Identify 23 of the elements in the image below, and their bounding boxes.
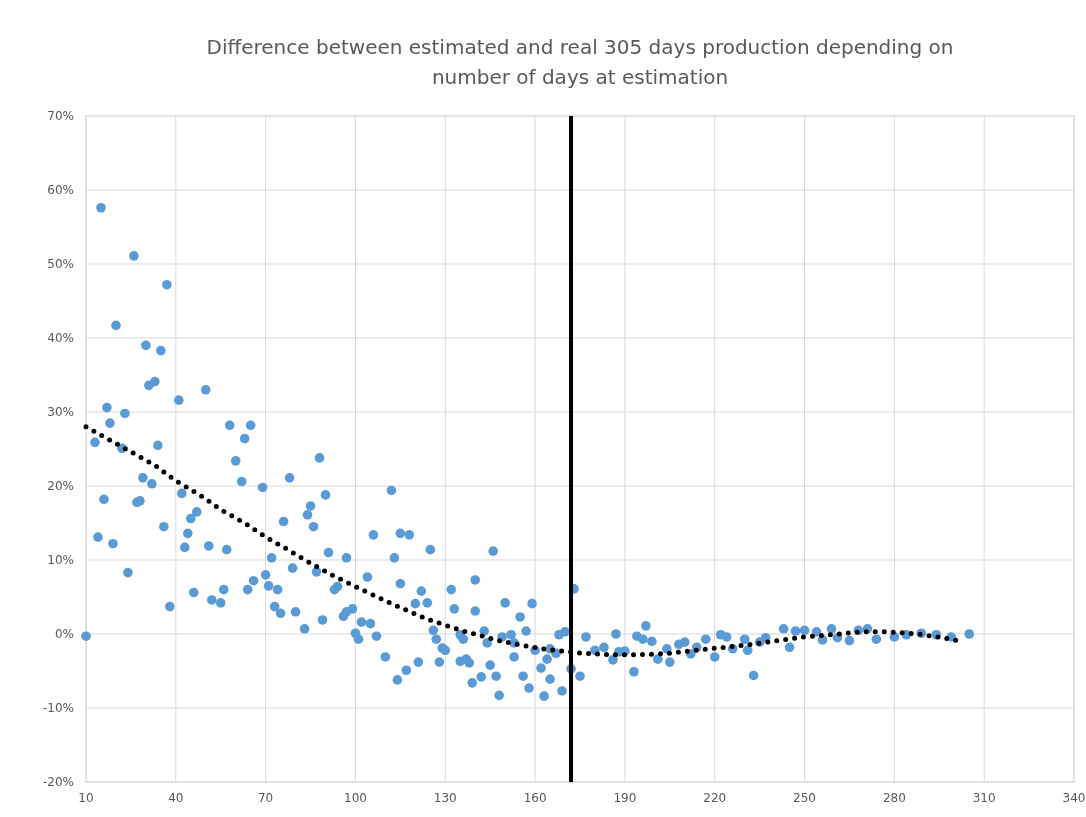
y-tick-label: 20% — [47, 479, 74, 494]
y-tick-label: -20% — [42, 775, 74, 790]
y-tick-label: 0% — [54, 627, 74, 642]
x-tick-label: 70 — [258, 791, 274, 805]
y-tick-label: 10% — [47, 553, 74, 568]
x-tick-label: 160 — [523, 791, 547, 805]
x-tick-label: 130 — [433, 791, 457, 805]
y-tick-label: 70% — [47, 109, 74, 124]
x-tick-label: 190 — [613, 791, 637, 805]
x-tick-label: 340 — [1062, 791, 1086, 805]
x-tick-label: 250 — [793, 791, 816, 805]
x-tick-label: 220 — [703, 791, 727, 805]
y-tick-label: 40% — [47, 331, 74, 346]
y-tick-label: -10% — [42, 701, 74, 716]
x-tick-label: 100 — [344, 791, 367, 805]
y-tick-label: 50% — [47, 257, 74, 272]
chart-title: Difference between estimated and real 305 days production depending on number of days at estimation — [206, 35, 954, 89]
x-tick-label: 310 — [972, 791, 996, 805]
x-tick-label: 280 — [882, 791, 906, 805]
x-tick-label: 40 — [168, 791, 184, 805]
y-tick-label: 60% — [47, 183, 74, 198]
y-tick-label: 30% — [47, 405, 74, 420]
x-tick-label: 10 — [78, 791, 94, 805]
